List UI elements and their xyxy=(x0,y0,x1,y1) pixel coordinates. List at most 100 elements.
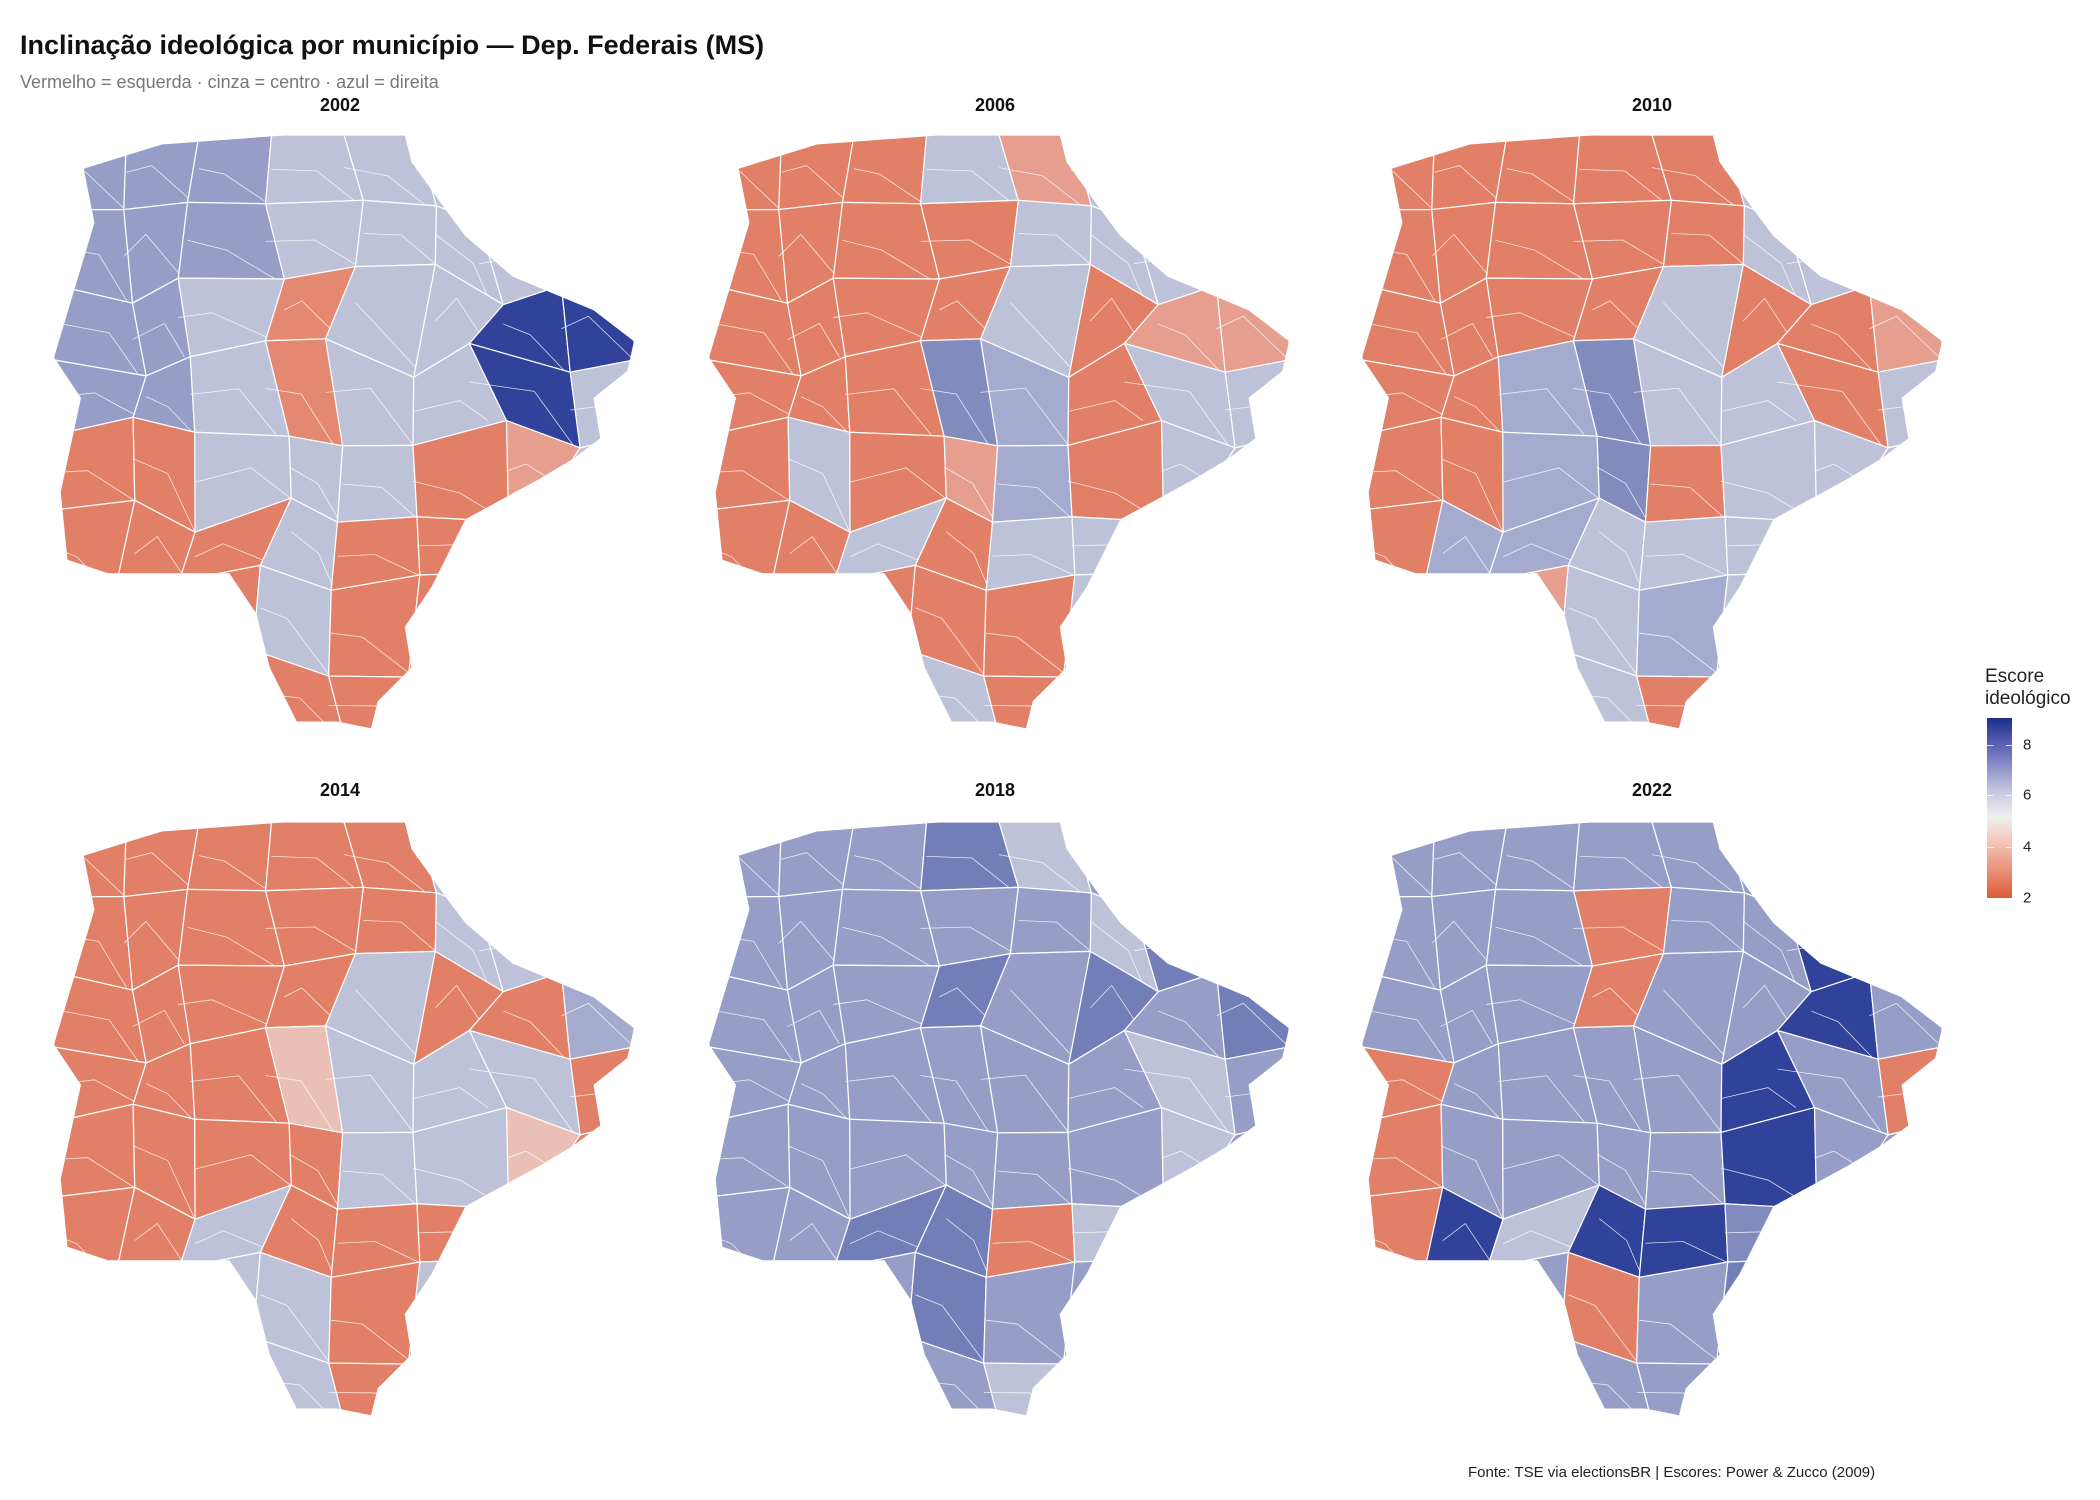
municipality-region xyxy=(560,284,634,373)
municipality-region xyxy=(328,1261,421,1365)
municipality-border xyxy=(1633,387,1722,446)
municipality-region xyxy=(186,822,273,892)
municipality-border xyxy=(800,396,848,433)
municipality-border xyxy=(853,168,924,205)
municipality-region xyxy=(1418,580,1516,670)
facet-title-2002: 2002 xyxy=(319,95,361,115)
municipality-region xyxy=(468,645,563,729)
municipality-region xyxy=(1362,208,1442,304)
municipality-border xyxy=(190,388,278,437)
municipality-border xyxy=(54,697,130,729)
municipality-border xyxy=(926,168,1009,201)
municipality-region xyxy=(198,1336,273,1416)
municipality-border xyxy=(553,1374,634,1416)
municipality-border xyxy=(998,854,1082,894)
map-2014 xyxy=(54,822,634,1416)
municipality-region xyxy=(1140,1175,1209,1272)
municipality-region xyxy=(1868,284,1942,373)
municipality-border xyxy=(946,1218,990,1278)
municipality-border xyxy=(1650,483,1724,518)
legend-tick-label: 8 xyxy=(2023,736,2032,754)
municipality-border xyxy=(486,609,551,658)
municipality-border xyxy=(291,531,335,591)
municipality-border xyxy=(178,613,257,651)
municipality-region xyxy=(407,1259,488,1366)
municipality-border xyxy=(787,322,840,357)
municipality-border xyxy=(1234,468,1289,511)
municipality-region xyxy=(178,564,261,670)
municipality-region xyxy=(54,416,136,511)
legend-title-line1: Escore xyxy=(1985,666,2045,687)
municipality-region xyxy=(709,584,789,662)
municipality-region xyxy=(560,896,634,973)
municipality-border xyxy=(986,1319,1070,1365)
map-2002 xyxy=(54,135,634,729)
municipality-region xyxy=(544,1269,634,1348)
municipality-border xyxy=(845,388,933,437)
municipality-border xyxy=(1431,233,1492,279)
municipality-region xyxy=(1793,1175,1862,1272)
municipality-border xyxy=(1811,1010,1875,1060)
municipality-border xyxy=(709,697,785,729)
municipality-region xyxy=(328,574,421,678)
municipality-region xyxy=(468,572,555,658)
municipality-border xyxy=(145,1083,193,1120)
municipality-border xyxy=(787,458,851,533)
municipality-border xyxy=(469,381,576,449)
municipality-border xyxy=(1063,1392,1135,1416)
municipality-border xyxy=(355,302,425,378)
municipality-border xyxy=(992,1241,1074,1263)
municipality-border xyxy=(1506,168,1577,205)
municipality-border xyxy=(413,1087,489,1108)
municipality-border xyxy=(1573,239,1668,267)
municipality-border xyxy=(861,1388,918,1416)
municipality-border xyxy=(1143,865,1220,918)
municipality-border xyxy=(265,1075,335,1134)
municipality-border xyxy=(111,1315,193,1357)
municipality-region xyxy=(1362,822,1436,898)
municipality-border xyxy=(1853,615,1942,661)
municipality-border xyxy=(1453,1083,1501,1120)
legend-tick-mark xyxy=(1987,795,2012,796)
municipality-region xyxy=(1362,1103,1444,1198)
municipality-border xyxy=(363,920,437,952)
municipality-region xyxy=(54,1346,134,1416)
municipality-region xyxy=(1877,1046,1942,1136)
municipality-border xyxy=(980,387,1069,446)
map-2010 xyxy=(1362,135,1942,729)
municipality-border xyxy=(337,554,419,576)
municipality-border xyxy=(469,1068,576,1136)
municipality-border xyxy=(123,233,184,279)
municipality-border xyxy=(198,855,269,892)
municipality-border xyxy=(709,618,778,662)
legend-title-line2: ideológico xyxy=(1985,688,2071,709)
municipality-border xyxy=(1599,1218,1643,1278)
municipality-region xyxy=(1224,1046,1289,1136)
municipality-border xyxy=(842,926,931,967)
municipality-border xyxy=(766,628,848,670)
municipality-border xyxy=(331,632,415,678)
municipality-region xyxy=(110,580,208,670)
municipality-border xyxy=(54,618,123,662)
municipality-region xyxy=(709,416,791,511)
municipality-border xyxy=(1568,607,1639,677)
municipality-border xyxy=(469,1377,558,1416)
municipality-border xyxy=(1486,312,1584,342)
municipality-border xyxy=(709,1157,790,1188)
municipality-border xyxy=(132,1380,203,1416)
municipality-region xyxy=(336,444,418,523)
municipality-region xyxy=(1362,1271,1442,1349)
municipality-border xyxy=(1440,1009,1493,1044)
municipality-border xyxy=(1869,866,1942,898)
municipality-border xyxy=(849,1154,946,1186)
municipality-region xyxy=(1199,1175,1289,1273)
municipality-region xyxy=(833,1251,916,1357)
municipality-border xyxy=(845,1075,933,1124)
municipality-region xyxy=(1433,660,1515,729)
legend-colorbar xyxy=(1987,718,2012,898)
municipality-border xyxy=(920,388,990,447)
municipality-region xyxy=(1362,1346,1442,1416)
municipality-border xyxy=(132,1145,196,1220)
municipality-border xyxy=(1208,1374,1289,1416)
